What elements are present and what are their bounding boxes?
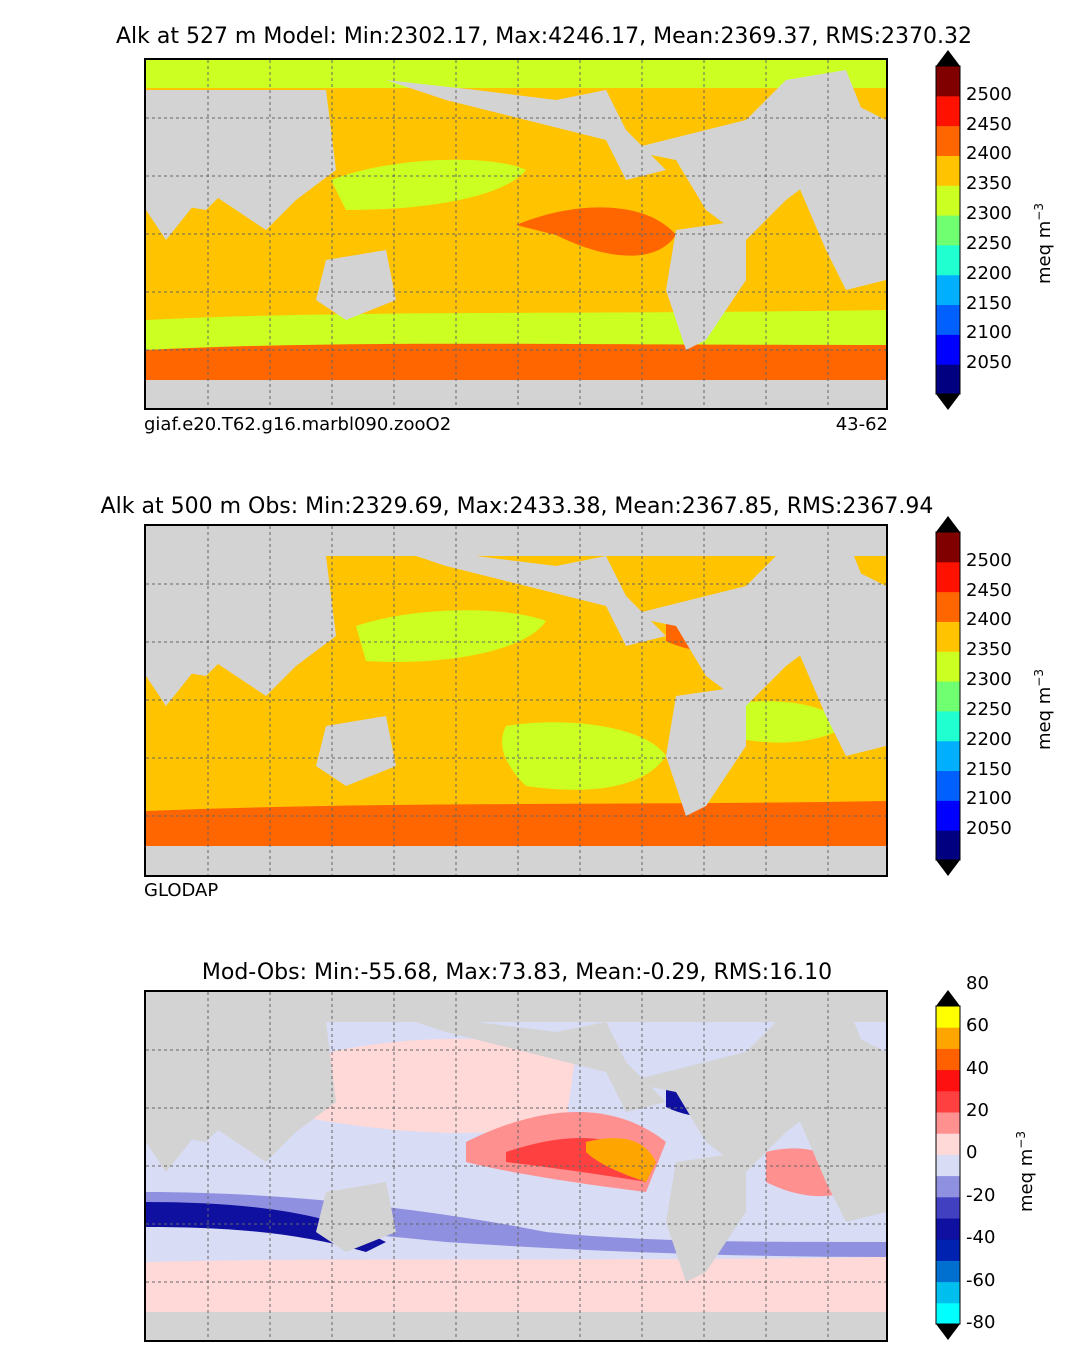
colorbar-segment xyxy=(936,334,960,365)
colorbar-tick-label: 2200 xyxy=(966,262,1012,284)
colorbar-segment xyxy=(936,66,960,97)
panel-2-title: Alk at 500 m Obs: Min:2329.69, Max:2433.… xyxy=(100,494,934,519)
colorbar-tick-label: 20 xyxy=(966,1100,989,1121)
colorbar-tick-label: 2250 xyxy=(966,232,1012,254)
colorbar-extend-min xyxy=(936,1324,960,1340)
colorbar-segment xyxy=(936,532,960,563)
colorbar-segment xyxy=(936,1048,960,1071)
colorbar-segment xyxy=(936,710,960,742)
colorbar-tick-label: 2300 xyxy=(966,669,1012,691)
colorbar-tick-label: 2400 xyxy=(966,609,1012,631)
colorbar-segment xyxy=(936,681,960,712)
colorbar-segment xyxy=(936,364,960,395)
colorbar-segment xyxy=(936,274,960,306)
colorbar-tick-label: 2350 xyxy=(966,639,1012,661)
colorbar-segment xyxy=(936,1302,960,1325)
colorbar-tick-label: 2300 xyxy=(966,203,1012,225)
colorbar-segment xyxy=(936,1218,960,1240)
colorbar-tick-label: 40 xyxy=(966,1057,989,1079)
africa-shape xyxy=(746,80,886,290)
colorbar-segment xyxy=(936,830,960,861)
colorbar-segment xyxy=(936,125,960,156)
colorbar-extend-min xyxy=(936,860,960,876)
colorbar-segment xyxy=(936,770,960,801)
colorbar-tick-label: 2050 xyxy=(966,818,1012,840)
colorbar-tick-label: 2250 xyxy=(966,698,1012,720)
colorbar-segment xyxy=(936,740,960,772)
north-america-shape xyxy=(386,80,666,180)
panel-1-caption-left: giaf.e20.T62.g16.marbl090.zooO2 xyxy=(144,414,452,435)
colorbar-segment xyxy=(936,1090,960,1113)
colorbar-segment xyxy=(936,621,960,652)
colorbar-segment xyxy=(936,1006,960,1028)
colorbar-segment xyxy=(936,95,960,127)
panel-1-title: Alk at 527 m Model: Min:2302.17, Max:424… xyxy=(115,24,973,49)
panel-2-map xyxy=(144,524,888,877)
panel-1-colorbar xyxy=(935,50,961,410)
australia-shape xyxy=(316,250,396,320)
colorbar-extend-max xyxy=(936,516,960,532)
colorbar-segment xyxy=(936,185,960,216)
colorbar-segment xyxy=(936,1239,960,1261)
colorbar-segment xyxy=(936,1175,960,1198)
colorbar-tick-label: 2150 xyxy=(966,292,1012,314)
colorbar-tick-label: 2450 xyxy=(966,579,1012,601)
colorbar-segment xyxy=(936,1196,960,1219)
panel-2-caption-left: GLODAP xyxy=(144,880,219,901)
panel-2-colorbar-unit: meq m−3 xyxy=(1032,669,1055,750)
panel-3-map xyxy=(144,990,888,1342)
colorbar-segment xyxy=(936,591,960,622)
colorbar-segment xyxy=(936,155,960,186)
colorbar-segment xyxy=(936,1260,960,1283)
colorbar-segment xyxy=(936,1133,960,1155)
colorbar-tick-label: 60 xyxy=(966,1015,989,1037)
panel-1-map-svg xyxy=(146,60,886,408)
colorbar-tick-label: -80 xyxy=(966,1312,996,1333)
colorbar-tick-label: 2500 xyxy=(966,83,1012,105)
colorbar-extend-max xyxy=(936,990,960,1006)
panel-3-title: Mod-Obs: Min:-55.68, Max:73.83, Mean:-0.… xyxy=(201,960,833,985)
colorbar-tick-label: 2100 xyxy=(966,788,1012,810)
panel-3-map-svg xyxy=(146,992,886,1340)
colorbar-tick-label: 80 xyxy=(966,972,989,994)
colorbar-tick-label: 2450 xyxy=(966,113,1012,135)
colorbar-segment xyxy=(936,1281,960,1304)
colorbar-tick-label: 2150 xyxy=(966,758,1012,780)
colorbar-segment xyxy=(936,800,960,831)
colorbar-tick-label: 2400 xyxy=(966,143,1012,165)
panel-2-colorbar xyxy=(935,516,961,876)
colorbar-tick-label: -60 xyxy=(966,1269,996,1291)
colorbar-segment xyxy=(936,561,960,593)
colorbar-segment xyxy=(936,651,960,682)
colorbar-segment xyxy=(936,304,960,335)
colorbar-segment xyxy=(936,1027,960,1049)
colorbar-segment xyxy=(936,1154,960,1177)
colorbar-tick-label: 0 xyxy=(966,1142,978,1164)
panel-1-caption-right: 43-62 xyxy=(835,414,888,435)
panel-3-colorbar-unit: meq m−3 xyxy=(1014,1131,1037,1212)
colorbar-extend-min xyxy=(936,394,960,410)
south-america-shape xyxy=(666,220,746,350)
panel-1-map xyxy=(144,58,888,410)
colorbar-tick-label: 2050 xyxy=(966,352,1012,374)
colorbar-segment xyxy=(936,244,960,276)
colorbar-extend-max xyxy=(936,50,960,66)
colorbar-segment xyxy=(936,215,960,246)
colorbar-tick-label: 2200 xyxy=(966,728,1012,750)
panel-2-map-svg xyxy=(146,526,886,875)
colorbar-tick-label: -40 xyxy=(966,1227,996,1249)
colorbar-tick-label: -20 xyxy=(966,1184,996,1206)
panel-3-colorbar xyxy=(935,990,961,1340)
panel-1-colorbar-unit: meq m−3 xyxy=(1032,203,1055,284)
colorbar-segment xyxy=(936,1069,960,1092)
colorbar-tick-label: 2500 xyxy=(966,549,1012,571)
colorbar-tick-label: 2100 xyxy=(966,322,1012,344)
colorbar-segment xyxy=(936,1112,960,1134)
colorbar-tick-label: 2350 xyxy=(966,173,1012,195)
